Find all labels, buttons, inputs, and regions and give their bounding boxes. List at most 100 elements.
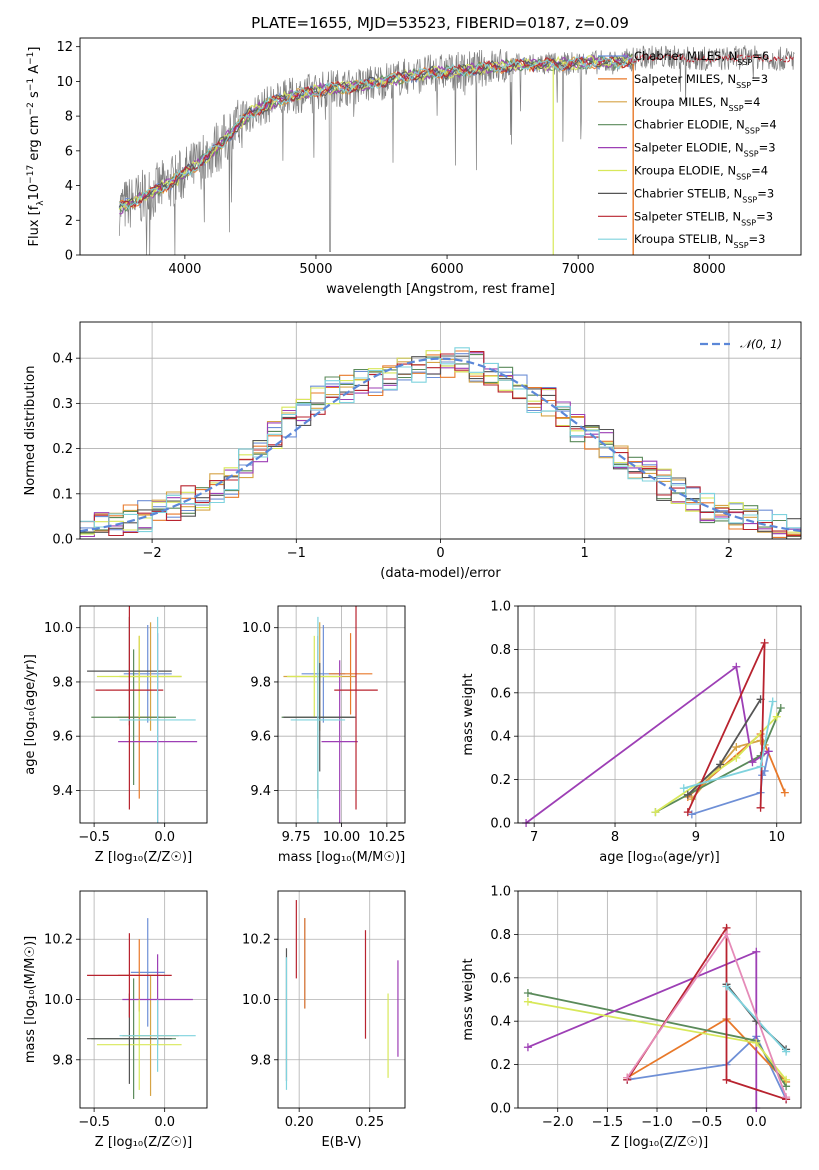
y-tick-label: 10.0 bbox=[242, 621, 271, 636]
data-point-marker bbox=[683, 808, 692, 817]
mass-weight-line bbox=[654, 716, 778, 813]
mass-weight-line bbox=[686, 642, 766, 813]
y-tick-label: 10 bbox=[56, 75, 73, 90]
y-tick-label: 0.3 bbox=[52, 397, 73, 412]
y-tick-label: 0.8 bbox=[490, 643, 511, 658]
legend-value: =3 bbox=[749, 232, 766, 246]
legend-label: Chabrier STELIB, N bbox=[634, 186, 742, 200]
legend-label: Salpeter ELODIE, N bbox=[634, 141, 744, 155]
legend-label: Salpeter STELIB, N bbox=[634, 209, 741, 223]
label-part: −1 bbox=[26, 78, 36, 91]
plot-area bbox=[118, 45, 795, 255]
legend-label: Salpeter MILES, N bbox=[634, 72, 736, 86]
y-axis-label: Normed distribution bbox=[23, 366, 38, 496]
residual-histogram-8 bbox=[80, 347, 801, 533]
y-tick-label: 10.2 bbox=[242, 933, 271, 948]
y-axis-label: age [log₁₀(age/yr)] bbox=[23, 654, 38, 775]
legend-value: =3 bbox=[759, 141, 776, 155]
x-tick-label: 6000 bbox=[431, 262, 464, 277]
x-tick-label: 8 bbox=[611, 830, 619, 845]
data-point-marker bbox=[752, 1038, 761, 1047]
data-point-marker bbox=[683, 790, 692, 799]
axes-frame bbox=[79, 321, 802, 540]
plot-area bbox=[285, 900, 399, 1090]
mass-weight-line bbox=[627, 1034, 787, 1100]
y-tick-label: 10.0 bbox=[242, 993, 271, 1008]
x-tick-label: −0.5 bbox=[78, 830, 110, 845]
label-part: A bbox=[27, 65, 42, 78]
data-point-marker bbox=[732, 743, 741, 752]
label-part: 10 bbox=[27, 184, 42, 201]
label-part: −1 bbox=[26, 52, 36, 65]
plot-area bbox=[87, 606, 198, 823]
legend-entry: Salpeter STELIB, NSSP=3 bbox=[634, 209, 773, 227]
model-spectrum-2 bbox=[119, 54, 633, 211]
x-axis-label: (data-model)/error bbox=[380, 566, 501, 581]
x-tick-label: 0.0 bbox=[154, 1115, 175, 1130]
legend-entry: Kroupa ELODIE, NSSP=4 bbox=[634, 164, 768, 182]
mass-vs-ebv-panel: 0.20 0.25 9.8 10.0 10.2 E(B-V) bbox=[242, 890, 406, 1150]
x-tick-label: 10 bbox=[768, 830, 785, 845]
x-tick-label: 9.75 bbox=[282, 830, 311, 845]
x-axis-label: E(B-V) bbox=[321, 1135, 361, 1150]
x-tick-label: 5000 bbox=[299, 262, 332, 277]
data-point-marker bbox=[756, 803, 765, 812]
data-point-marker bbox=[782, 1075, 791, 1084]
legend-entry: Kroupa STELIB, NSSP=3 bbox=[634, 232, 765, 250]
label-part: erg cm bbox=[27, 115, 42, 164]
y-tick-label: 9.8 bbox=[52, 1053, 73, 1068]
data-point-marker bbox=[768, 697, 777, 706]
spectrum-panel: 4000 5000 6000 7000 8000 0 2 4 6 8 10 12 wavelength … bbox=[26, 37, 802, 297]
x-tick-label: −0.5 bbox=[78, 1115, 110, 1130]
y-tick-label: 10.0 bbox=[44, 993, 73, 1008]
y-tick-label: 0.4 bbox=[52, 352, 73, 367]
legend-subscript: SSP bbox=[737, 58, 752, 67]
legend-label: Kroupa ELODIE, N bbox=[634, 164, 736, 178]
legend-subscript: SSP bbox=[744, 149, 759, 158]
data-point-marker bbox=[679, 784, 688, 793]
data-point-marker bbox=[772, 712, 781, 721]
y-tick-label: 8 bbox=[65, 110, 73, 125]
model-spectrum-5 bbox=[118, 55, 633, 211]
data-point-marker bbox=[623, 1073, 632, 1082]
legend-value: =3 bbox=[756, 209, 773, 223]
y-tick-label: 0.4 bbox=[490, 1015, 511, 1030]
data-point-marker bbox=[716, 760, 725, 769]
legend-entry: Salpeter ELODIE, NSSP=3 bbox=[634, 141, 776, 159]
legend-entry: Chabrier ELODIE, NSSP=4 bbox=[634, 118, 777, 136]
y-tick-label: 0.2 bbox=[490, 1058, 511, 1073]
data-point-marker bbox=[748, 758, 757, 767]
x-tick-label: 0.25 bbox=[355, 1115, 384, 1130]
x-axis-label: mass [log₁₀(M/M☉)] bbox=[278, 850, 405, 865]
label-part: s bbox=[27, 91, 42, 102]
y-tick-label: 9.8 bbox=[52, 675, 73, 690]
x-tick-label: −2.0 bbox=[542, 1115, 574, 1130]
legend-subscript: SSP bbox=[729, 103, 744, 112]
x-tick-label: −1.0 bbox=[641, 1115, 673, 1130]
model-spectrum-6 bbox=[118, 54, 633, 208]
axes-frame bbox=[79, 37, 802, 256]
axes-frame bbox=[79, 890, 208, 1109]
legend-label: Kroupa STELIB, N bbox=[634, 232, 734, 246]
data-point-marker bbox=[523, 997, 532, 1006]
y-tick-label: 6 bbox=[65, 144, 73, 159]
y-tick-label: 4 bbox=[65, 179, 73, 194]
y-tick-label: 2 bbox=[65, 214, 73, 229]
y-axis-label: mass weight bbox=[461, 673, 476, 755]
x-tick-label: 4000 bbox=[168, 262, 201, 277]
data-point-marker bbox=[687, 810, 696, 819]
legend-subscript: SSP bbox=[734, 241, 749, 250]
data-point-marker bbox=[764, 747, 773, 756]
x-tick-label: 1 bbox=[581, 546, 589, 561]
y-axis-label: Flux [fλ10−17 erg cm−2 s−1 A−1] bbox=[26, 47, 46, 247]
legend-subscript: SSP bbox=[736, 172, 751, 181]
y-axis-label: mass [log₁₀(M/M☉)] bbox=[23, 936, 38, 1063]
y-tick-label: 0.6 bbox=[490, 686, 511, 701]
x-tick-label: 8000 bbox=[693, 262, 726, 277]
legend-entry: Chabrier MILES, NSSP=6 bbox=[634, 49, 769, 67]
x-axis-label: Z [log₁₀(Z/Z☉)] bbox=[611, 1135, 708, 1150]
data-point-marker bbox=[756, 762, 765, 771]
mass-weight-line bbox=[626, 924, 787, 1101]
